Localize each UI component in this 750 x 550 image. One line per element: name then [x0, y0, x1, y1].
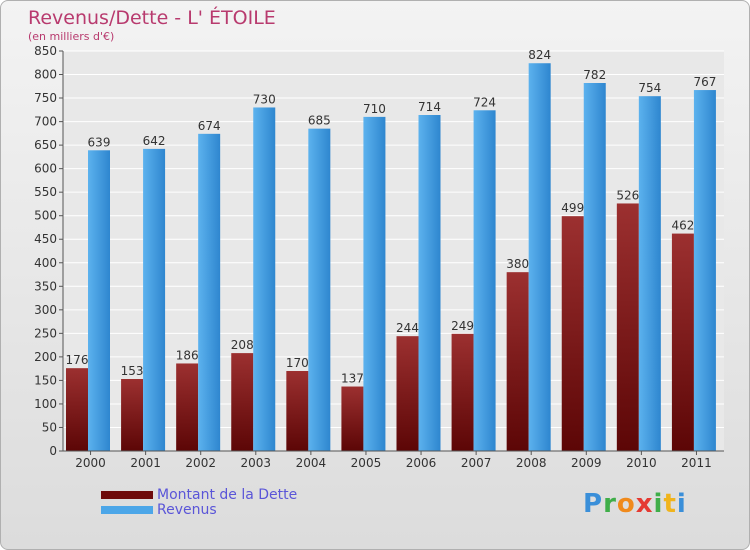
- data-label-dette: 208: [231, 338, 254, 352]
- bar-dette: [176, 363, 199, 451]
- bar-dette: [451, 333, 474, 451]
- y-tick-label: 150: [34, 373, 57, 387]
- y-tick-label: 550: [34, 185, 57, 199]
- data-label-dette: 249: [451, 319, 474, 333]
- bar-dette: [66, 368, 88, 451]
- y-tick-label: 0: [49, 444, 57, 458]
- x-tick-label: 2010: [626, 456, 657, 470]
- y-tick-label: 450: [34, 232, 57, 246]
- logo-letter: P: [583, 489, 604, 519]
- y-tick-label: 600: [34, 162, 57, 176]
- data-label-dette: 153: [121, 364, 144, 378]
- y-tick-label: 300: [34, 303, 57, 317]
- bar-revenus: [583, 83, 606, 451]
- bar-revenus: [528, 63, 551, 452]
- y-tick-label: 700: [34, 115, 57, 129]
- data-label-dette: 526: [616, 188, 639, 202]
- x-tick-label: 2006: [406, 456, 437, 470]
- x-tick-label: 2000: [75, 456, 106, 470]
- data-label-revenus: 674: [198, 119, 221, 133]
- bar-revenus: [638, 96, 661, 452]
- logo-letter: i: [676, 489, 687, 519]
- data-label-revenus: 685: [308, 114, 331, 128]
- bar-dette: [561, 216, 584, 451]
- bar-revenus: [88, 150, 110, 451]
- x-tick-label: 2011: [681, 456, 712, 470]
- logo-letter: i: [653, 489, 664, 519]
- data-label-dette: 380: [506, 257, 529, 271]
- data-label-revenus: 767: [693, 75, 716, 89]
- y-tick-label: 50: [42, 420, 57, 434]
- legend-swatch-revenus: [101, 505, 153, 514]
- legend: Montant de la Dette Revenus: [101, 486, 298, 518]
- legend-item-revenus: Revenus: [101, 501, 297, 518]
- x-tick-label: 2008: [516, 456, 547, 470]
- data-label-revenus: 782: [583, 68, 606, 82]
- legend-item-dette: Montant de la Dette: [101, 486, 298, 503]
- x-tick-label: 2002: [185, 456, 216, 470]
- y-tick-label: 650: [34, 138, 57, 152]
- bar-revenus: [198, 133, 221, 451]
- data-label-revenus: 639: [88, 135, 111, 149]
- data-label-revenus: 710: [363, 102, 386, 116]
- y-tick-label: 200: [34, 350, 57, 364]
- bar-dette: [506, 272, 529, 451]
- x-tick-label: 2005: [351, 456, 382, 470]
- x-tick-label: 2003: [241, 456, 272, 470]
- x-tick-label: 2009: [571, 456, 602, 470]
- data-label-revenus: 730: [253, 92, 276, 106]
- bar-dette: [231, 353, 254, 451]
- y-tick-label: 350: [34, 279, 57, 293]
- x-tick-label: 2007: [461, 456, 492, 470]
- data-label-dette: 244: [396, 321, 419, 335]
- logo-letter: x: [635, 489, 654, 519]
- bar-revenus: [693, 90, 716, 451]
- y-tick-label: 250: [34, 326, 57, 340]
- data-label-dette: 462: [671, 219, 694, 233]
- bar-dette: [616, 203, 639, 451]
- bar-revenus: [253, 107, 276, 452]
- logo-letter: r: [603, 489, 617, 519]
- data-label-revenus: 642: [143, 134, 166, 148]
- legend-label-revenus: Revenus: [157, 501, 217, 518]
- y-tick-label: 100: [34, 397, 57, 411]
- data-label-dette: 186: [176, 348, 199, 362]
- proxiti-logo: Proxiti: [583, 489, 687, 519]
- x-tick-label: 2004: [296, 456, 327, 470]
- bar-dette: [341, 386, 364, 451]
- bar-dette: [671, 233, 694, 451]
- y-tick-label: 800: [34, 68, 57, 82]
- data-label-revenus: 754: [638, 81, 661, 95]
- bar-revenus: [473, 110, 496, 451]
- y-tick-label: 500: [34, 209, 57, 223]
- data-label-revenus: 824: [528, 48, 551, 62]
- bar-revenus: [363, 116, 386, 451]
- plot-area: [63, 51, 724, 451]
- bar-revenus: [308, 128, 331, 451]
- data-label-dette: 137: [341, 372, 364, 386]
- data-label-dette: 499: [561, 201, 584, 215]
- bar-dette: [396, 336, 419, 451]
- legend-swatch-dette: [101, 490, 153, 499]
- legend-label-dette: Montant de la Dette: [157, 486, 298, 503]
- y-tick-label: 750: [34, 91, 57, 105]
- chart-subtitle: (en milliers d'€): [28, 30, 115, 43]
- x-tick-label: 2001: [130, 456, 161, 470]
- data-label-revenus: 724: [473, 95, 496, 109]
- data-label-dette: 170: [286, 356, 309, 370]
- bar-dette: [286, 371, 309, 451]
- chart-title: Revenus/Dette - L' ÉTOILE: [28, 7, 276, 29]
- y-tick-label: 850: [34, 44, 57, 58]
- bar-dette: [121, 379, 144, 451]
- logo-letter: t: [663, 489, 677, 519]
- logo-letter: o: [616, 489, 636, 519]
- bar-revenus: [143, 148, 166, 451]
- data-label-dette: 176: [66, 353, 89, 367]
- y-tick-label: 400: [34, 256, 57, 270]
- bar-revenus: [418, 115, 441, 451]
- data-label-revenus: 714: [418, 100, 441, 114]
